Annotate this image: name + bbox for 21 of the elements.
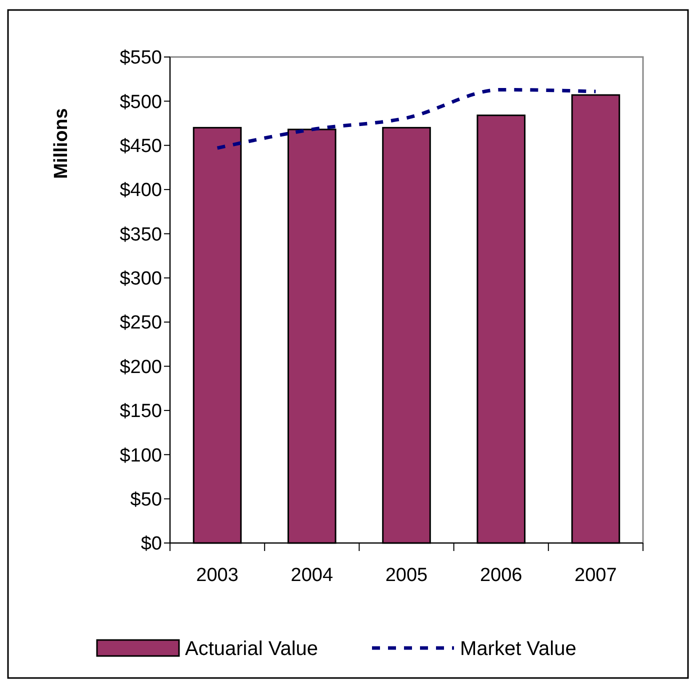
legend-label: Market Value: [460, 638, 576, 660]
x-tick-label: 2007: [574, 565, 617, 586]
y-tick-label: $50: [130, 489, 162, 510]
y-tick-label: $550: [120, 48, 162, 69]
y-tick-label: $500: [120, 92, 162, 113]
y-tick-label: $150: [120, 401, 162, 422]
y-tick-label: $450: [120, 136, 162, 158]
y-tick-label: $250: [120, 312, 162, 334]
y-axis-title: Millions: [51, 108, 72, 179]
line-series: [216, 88, 598, 150]
y-tick-label: $200: [120, 356, 162, 378]
y-tick-label: $0: [140, 534, 162, 555]
legend-label: Actuarial Value: [185, 638, 318, 660]
y-tick-label: $100: [120, 445, 162, 466]
y-tick-label: $300: [120, 268, 162, 290]
x-tick-label: 2004: [290, 565, 334, 586]
x-tick-label: 2003: [196, 565, 238, 586]
x-tick-label: 2005: [385, 565, 428, 586]
x-tick-label: 2006: [480, 565, 522, 586]
y-tick-label: $350: [120, 224, 162, 246]
y-tick-label: $400: [120, 180, 162, 202]
